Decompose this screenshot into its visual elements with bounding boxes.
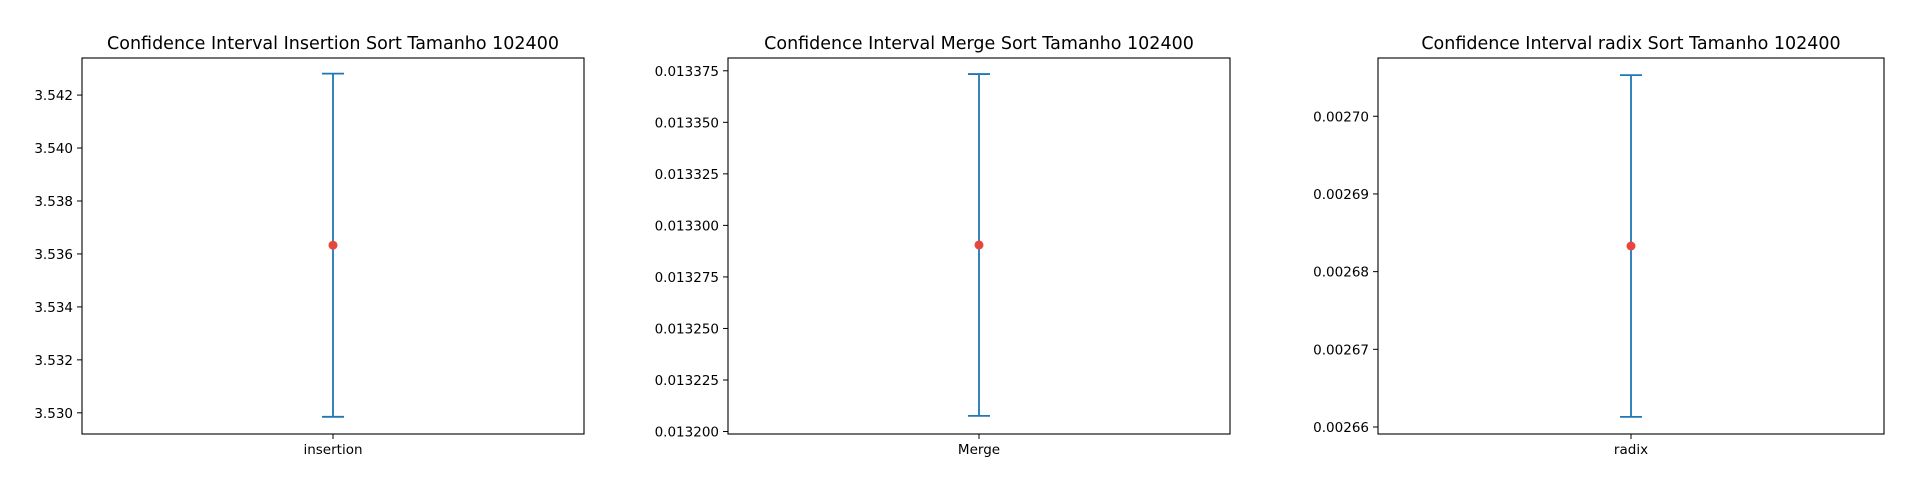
y-tick-label: 0.013325	[655, 167, 719, 183]
mean-point	[974, 240, 984, 250]
y-tick-label: 0.013275	[655, 270, 719, 286]
y-tick-label: 3.532	[34, 353, 73, 369]
y-tick-label: 3.530	[34, 406, 73, 422]
chart-title: Confidence Interval Insertion Sort Taman…	[107, 34, 559, 54]
chart-panel-2: Confidence Interval Merge Sort Tamanho 1…	[655, 34, 1231, 458]
chart-panel-1: Confidence Interval Insertion Sort Taman…	[34, 34, 585, 458]
mean-point	[328, 240, 338, 250]
y-tick-label: 3.542	[34, 88, 73, 104]
y-tick-label: 3.536	[34, 247, 73, 263]
y-tick-label: 0.013350	[655, 115, 719, 131]
y-tick-label: 0.00270	[1313, 109, 1369, 125]
y-tick-label: 3.534	[34, 300, 73, 316]
y-tick-label: 0.00269	[1313, 187, 1369, 203]
y-tick-label: 0.013250	[655, 321, 719, 337]
chart-panel-3: Confidence Interval radix Sort Tamanho 1…	[1313, 34, 1885, 458]
x-tick-label: insertion	[303, 442, 362, 458]
x-tick-label: radix	[1614, 442, 1648, 458]
chart-title: Confidence Interval Merge Sort Tamanho 1…	[764, 34, 1194, 54]
y-tick-label: 3.538	[34, 194, 73, 210]
y-tick-label: 0.013300	[655, 218, 719, 234]
mean-point	[1626, 241, 1636, 251]
y-tick-label: 0.013375	[655, 64, 719, 80]
y-tick-label: 0.013225	[655, 373, 719, 389]
y-tick-label: 3.540	[34, 141, 73, 157]
y-tick-label: 0.00268	[1313, 265, 1369, 281]
x-tick-label: Merge	[958, 442, 1000, 458]
chart-title: Confidence Interval radix Sort Tamanho 1…	[1421, 34, 1840, 54]
y-tick-label: 0.013200	[655, 425, 719, 441]
y-tick-label: 0.00267	[1313, 342, 1369, 358]
y-tick-label: 0.00266	[1313, 420, 1369, 436]
